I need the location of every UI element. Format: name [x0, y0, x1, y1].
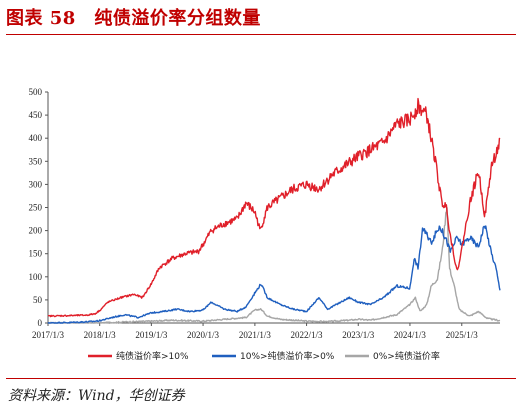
y-tick-label: 300 [29, 179, 43, 189]
y-tick-label: 200 [29, 226, 43, 236]
source-note: 资料来源：Wind，华创证券 [8, 388, 185, 404]
x-tick-label: 2017/1/3 [32, 330, 65, 340]
series-line-premium-below-0 [47, 207, 501, 324]
legend-label-premium-0-10: 10%>纯债溢价率>0% [240, 350, 335, 362]
y-axis: 0 50 100 150 200 250 300 350 400 450 500 [29, 87, 49, 328]
x-tick-label: 2019/1/3 [135, 330, 168, 340]
x-tick-label: 2022/1/3 [291, 330, 324, 340]
title-underline [6, 34, 516, 35]
legend-label-premium-above-10: 纯债溢价率>10% [116, 350, 189, 362]
x-axis: 2017/1/3 2018/1/3 2019/1/3 2020/1/3 2021/1/3… [32, 322, 500, 340]
y-tick-label: 450 [29, 110, 43, 120]
x-tick-label: 2018/1/3 [84, 330, 117, 340]
y-tick-label: 100 [29, 272, 43, 282]
x-tick-label: 2025/1/3 [446, 330, 479, 340]
y-tick-label: 400 [29, 133, 43, 143]
y-tick-label: 150 [29, 249, 43, 259]
legend-label-premium-below-0: 0%>纯债溢价率 [373, 350, 440, 362]
legend: 纯债溢价率>10% 10%>纯债溢价率>0% 0%>纯债溢价率 [88, 350, 440, 362]
series-line-premium-0-10 [47, 225, 501, 324]
y-tick-label: 50 [33, 295, 43, 305]
series-line-premium-above-10 [47, 97, 501, 318]
series-lines [47, 97, 501, 324]
x-tick-label: 2023/1/3 [342, 330, 375, 340]
x-tick-label: 2024/1/3 [394, 330, 427, 340]
y-tick-label: 0 [38, 318, 43, 328]
source-divider [6, 378, 516, 379]
figure-title: 图表 58 纯债溢价率分组数量 [6, 8, 261, 29]
y-tick-label: 350 [29, 156, 43, 166]
x-tick-label: 2021/1/3 [239, 330, 272, 340]
y-tick-label: 250 [29, 203, 43, 213]
y-tick-label: 500 [29, 87, 43, 97]
x-tick-label: 2020/1/3 [187, 330, 220, 340]
